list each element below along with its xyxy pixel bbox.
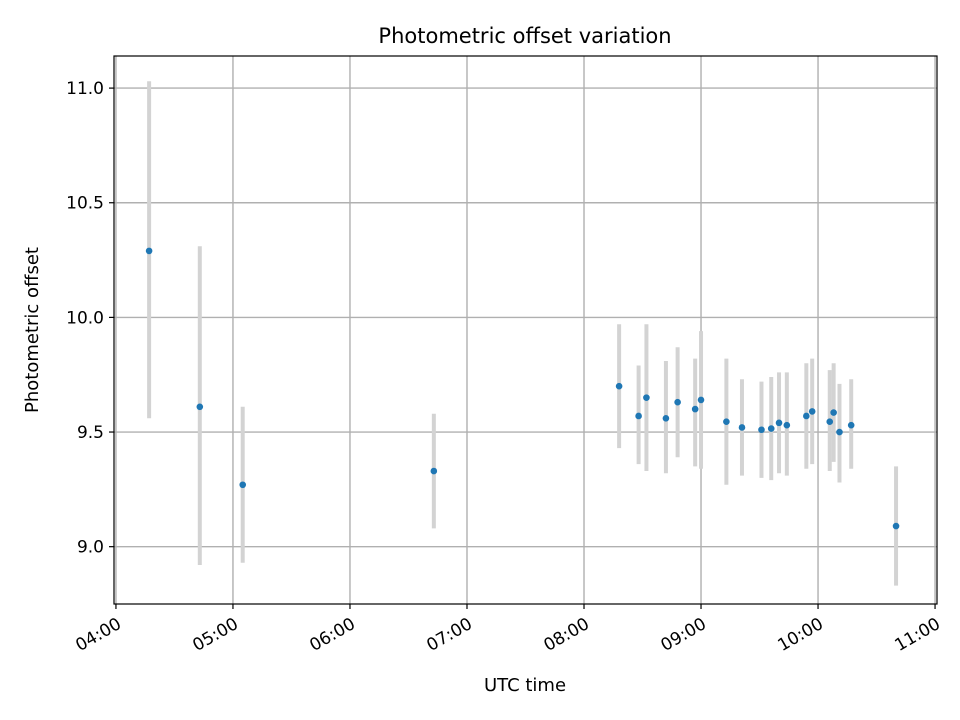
data-point — [808, 408, 816, 415]
x-tick-label: 06:00 — [306, 614, 358, 656]
x-axis-label: UTC time — [484, 675, 566, 696]
data-point — [662, 414, 670, 422]
data-point — [767, 425, 775, 432]
grid — [114, 56, 937, 604]
data-point — [691, 405, 699, 413]
data-point — [239, 481, 247, 489]
data-point — [758, 426, 765, 434]
x-tick-label: 05:00 — [189, 614, 241, 656]
data-point — [430, 467, 438, 475]
y-tick-label: 10.0 — [66, 308, 104, 328]
data-point — [830, 409, 837, 416]
data-point — [697, 396, 705, 404]
y-axis: 9.0 9.5 10.0 10.5 11.0 — [66, 79, 114, 558]
data-point — [145, 247, 153, 255]
data-point — [847, 421, 855, 429]
x-tick-label: 08:00 — [540, 614, 592, 656]
chart-title: Photometric offset variation — [378, 24, 671, 48]
data-point — [723, 418, 730, 426]
x-tick-label: 11:00 — [891, 614, 943, 656]
y-tick-label: 9.0 — [77, 538, 104, 558]
data-point — [836, 428, 843, 436]
data-point — [803, 412, 810, 420]
data-point — [775, 419, 783, 427]
x-tick-label: 10:00 — [774, 614, 826, 656]
x-tick-label: 04:00 — [72, 614, 124, 656]
data-point — [635, 412, 642, 420]
data-point — [826, 418, 834, 426]
y-tick-label: 10.5 — [66, 194, 104, 214]
data-point — [783, 421, 791, 429]
y-tick-label: 9.5 — [77, 423, 104, 443]
y-tick-label: 11.0 — [66, 79, 104, 99]
data-point — [674, 398, 681, 406]
plot-frame — [113, 55, 938, 605]
data-point — [738, 424, 746, 431]
data-point — [615, 382, 623, 390]
data-points — [145, 247, 900, 530]
error-bars — [147, 81, 899, 586]
x-axis: 04:00 05:00 06:00 07:00 08:00 09:00 10:00 11:00 — [72, 604, 944, 656]
data-point — [892, 522, 900, 530]
x-tick-label: 09:00 — [657, 614, 709, 656]
data-point — [196, 403, 204, 411]
x-tick-label: 07:00 — [423, 614, 475, 656]
data-point — [643, 394, 650, 401]
y-axis-label: Photometric offset — [22, 247, 43, 413]
